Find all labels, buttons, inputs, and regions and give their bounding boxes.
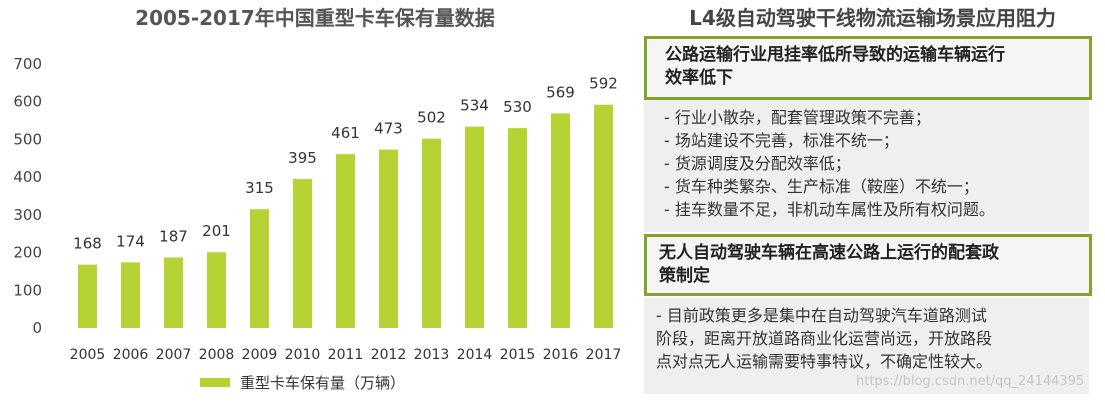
value-label: 569	[546, 83, 575, 101]
y-tick-label: 200	[13, 244, 42, 262]
value-label: 592	[589, 75, 618, 93]
value-label: 461	[331, 124, 360, 142]
obstacle-heading-1-line: 公路运输行业甩挂率低所导致的运输车辆运行	[665, 45, 1005, 65]
x-tick-label: 2005	[70, 347, 106, 363]
value-label: 530	[503, 98, 532, 116]
bar	[379, 149, 398, 328]
chart-legend: 重型卡车保有量（万辆）	[200, 372, 405, 393]
obstacle-heading-1-line: 效率低下	[665, 68, 733, 88]
bar	[78, 264, 97, 328]
x-tick-label: 2006	[113, 347, 149, 363]
detail-item: - 行业小散杂，配套管理政策不完善；	[664, 108, 931, 127]
legend-swatch	[200, 378, 230, 387]
value-label: 315	[245, 179, 274, 197]
value-label: 168	[73, 235, 102, 253]
x-tick-label: 2017	[586, 347, 622, 363]
bar	[293, 179, 312, 328]
value-label: 187	[159, 227, 188, 245]
value-label: 201	[202, 222, 231, 240]
y-tick-label: 300	[13, 206, 42, 224]
x-tick-label: 2013	[414, 347, 450, 363]
y-tick-label: 500	[13, 130, 42, 148]
value-label: 534	[460, 97, 489, 115]
y-tick-label: 0	[32, 319, 42, 337]
obstacle-heading-2-line: 策制定	[659, 266, 710, 286]
x-tick-label: 2009	[242, 347, 278, 363]
obstacle-details-1: - 行业小散杂，配套管理政策不完善； - 场站建设不完善，标准不统一； - 货源…	[644, 100, 1089, 232]
legend-label: 重型卡车保有量（万辆）	[240, 374, 406, 392]
chart-title: 2005-2017年中国重型卡车保有量数据	[135, 6, 495, 30]
value-label: 502	[417, 109, 446, 127]
detail-item: - 货车种类繁杂、生产标准（鞍座）不统一；	[664, 177, 979, 196]
x-tick-label: 2008	[199, 347, 235, 363]
detail-item: - 场站建设不完善，标准不统一；	[664, 131, 899, 150]
watermark: https://blog.csdn.net/qq_24144395	[856, 374, 1085, 389]
value-label: 473	[374, 120, 403, 138]
value-label: 174	[116, 232, 145, 250]
detail-item: - 货源调度及分配效率低；	[664, 154, 851, 173]
bar	[164, 257, 183, 328]
bar-chart: 0 100 200 300 400 500 600 700 168 174 187 201 315 39…	[13, 55, 622, 363]
bar	[336, 154, 355, 328]
obstacle-details-2: - 目前政策更多是集中在自动驾驶汽车道路测试 阶段，距离开放道路商业化运营尚远，…	[644, 298, 1089, 394]
detail-item: - 挂车数量不足，非机动车属性及所有权问题。	[664, 200, 995, 219]
y-tick-label: 700	[13, 55, 42, 73]
panel-title: L4级自动驾驶干线物流运输场景应用阻力	[689, 6, 1056, 30]
x-tick-label: 2011	[328, 347, 364, 363]
y-tick-label: 400	[13, 168, 42, 186]
detail-line: 点对点无人运输需要特事特议，不确定性较大。	[656, 352, 993, 371]
obstacle-heading-2: 无人自动驾驶车辆在高速公路上运行的配套政 策制定	[644, 234, 1092, 296]
x-tick-label: 2014	[457, 347, 493, 363]
bar	[465, 126, 484, 328]
bar	[594, 104, 613, 328]
x-tick-label: 2015	[500, 347, 536, 363]
y-tick-label: 600	[13, 93, 42, 111]
detail-line: - 目前政策更多是集中在自动驾驶汽车道路测试	[656, 306, 987, 325]
bar	[207, 252, 226, 328]
x-tick-label: 2012	[371, 347, 407, 363]
bar	[121, 262, 140, 328]
y-tick-label: 100	[13, 281, 42, 299]
bar	[508, 128, 527, 328]
detail-line: 阶段，距离开放道路商业化运营尚远，开放路段	[656, 329, 993, 348]
bar	[422, 138, 441, 328]
value-label: 395	[288, 149, 317, 167]
bar	[551, 113, 570, 328]
x-tick-label: 2016	[543, 347, 579, 363]
bar	[250, 209, 269, 328]
obstacle-heading-1: 公路运输行业甩挂率低所导致的运输车辆运行 效率低下	[644, 36, 1092, 100]
obstacle-heading-2-line: 无人自动驾驶车辆在高速公路上运行的配套政	[659, 243, 999, 263]
x-tick-label: 2010	[285, 347, 321, 363]
x-tick-label: 2007	[156, 347, 192, 363]
